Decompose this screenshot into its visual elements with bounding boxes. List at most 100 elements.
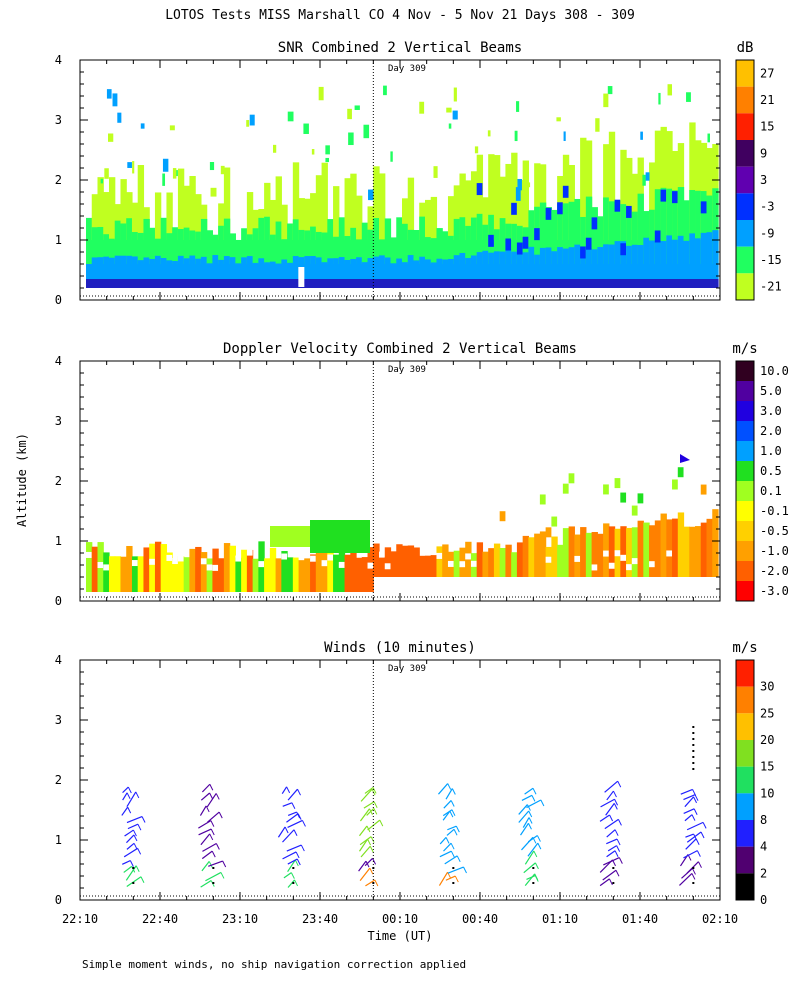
snr-cell bbox=[430, 238, 438, 264]
snr-speck bbox=[162, 173, 166, 186]
snr-cell bbox=[189, 255, 196, 279]
snr-cell bbox=[86, 263, 93, 279]
snr-cell bbox=[591, 279, 598, 288]
wind-barb bbox=[524, 787, 534, 795]
snr-cell bbox=[160, 217, 168, 264]
wind-barb bbox=[526, 799, 542, 809]
wind-barb bbox=[207, 811, 220, 823]
snr-cell bbox=[241, 257, 248, 279]
wind-barb bbox=[685, 838, 697, 850]
snr-cell bbox=[321, 279, 328, 288]
snr-cell bbox=[384, 218, 392, 264]
snr-cell bbox=[419, 279, 426, 288]
snr-cell bbox=[108, 279, 116, 288]
doppler-cell bbox=[534, 533, 541, 577]
snr-cell bbox=[413, 230, 420, 264]
doppler-cell bbox=[275, 558, 282, 592]
snr-cell bbox=[631, 244, 639, 279]
wind-dot bbox=[292, 882, 295, 884]
snr-cell bbox=[229, 257, 236, 279]
snr-cell bbox=[580, 137, 587, 240]
snr-speck bbox=[446, 107, 452, 113]
wind-barb bbox=[123, 847, 138, 858]
wind-barb-flag bbox=[616, 838, 621, 846]
snr-cell bbox=[269, 234, 277, 264]
wind-barb-flag bbox=[291, 802, 296, 809]
snr-cell bbox=[91, 257, 99, 279]
doppler-cell bbox=[476, 542, 484, 577]
y-tick-label: 0 bbox=[55, 293, 62, 307]
snr-speck bbox=[667, 84, 673, 96]
snr-speck bbox=[127, 162, 132, 168]
snr-cell bbox=[580, 246, 586, 259]
colorbar-frame bbox=[735, 659, 755, 901]
snr-cell bbox=[631, 279, 639, 288]
snr-speck bbox=[517, 178, 522, 191]
snr-cell bbox=[344, 279, 351, 288]
snr-cell bbox=[654, 230, 661, 243]
wind-barb-flag bbox=[692, 789, 697, 796]
snr-cell bbox=[545, 207, 552, 264]
snr-cell bbox=[298, 198, 305, 240]
snr-cell bbox=[700, 232, 708, 279]
wind-barb bbox=[439, 850, 452, 858]
snr-cell bbox=[614, 200, 621, 264]
wind-barb bbox=[527, 835, 538, 843]
snr-cell bbox=[149, 227, 156, 264]
snr-cell bbox=[160, 258, 168, 279]
wind-barb bbox=[126, 876, 142, 888]
colorbar-label: 3 bbox=[760, 173, 767, 187]
snr-cell bbox=[344, 259, 351, 279]
wind-barb-flag bbox=[445, 837, 450, 844]
colorbar-swatch bbox=[736, 273, 754, 300]
snr-cell bbox=[396, 217, 403, 264]
snr-cell bbox=[631, 173, 639, 240]
colorbar-swatch bbox=[736, 541, 754, 561]
doppler-cell bbox=[413, 547, 420, 577]
snr-cell bbox=[528, 210, 535, 264]
snr-cell bbox=[350, 258, 357, 279]
colorbar-label: 0 bbox=[760, 893, 767, 907]
wind-barb bbox=[607, 845, 617, 852]
snr-cell bbox=[200, 218, 208, 264]
snr-cell bbox=[218, 203, 225, 240]
snr-cell bbox=[310, 226, 317, 264]
snr-cell bbox=[154, 238, 162, 264]
doppler-cell bbox=[177, 556, 185, 592]
wind-barb-flag bbox=[449, 810, 454, 818]
wind-barb bbox=[686, 821, 704, 831]
snr-speck bbox=[172, 168, 177, 179]
wind-barb bbox=[527, 842, 539, 857]
snr-cell bbox=[154, 279, 162, 288]
snr-cell bbox=[689, 122, 696, 240]
snr-cell bbox=[373, 166, 380, 240]
snr-cell bbox=[557, 202, 563, 215]
wind-barb bbox=[518, 810, 530, 823]
snr-cell bbox=[447, 258, 455, 279]
snr-cell bbox=[706, 232, 713, 279]
snr-cell bbox=[516, 279, 524, 288]
wind-barb bbox=[360, 788, 373, 802]
wind-dot bbox=[452, 867, 455, 869]
colorbar-swatch bbox=[736, 873, 754, 900]
doppler-gap bbox=[338, 561, 345, 568]
wind-barb-flag bbox=[609, 814, 614, 822]
doppler-gap bbox=[384, 563, 391, 570]
wind-barb-flag bbox=[131, 866, 136, 873]
wind-barb bbox=[445, 788, 453, 800]
snr-cell bbox=[689, 189, 696, 264]
snr-cell bbox=[545, 207, 552, 220]
snr-cell bbox=[499, 218, 507, 264]
snr-speck bbox=[526, 182, 531, 188]
doppler-cell bbox=[522, 535, 529, 577]
snr-cell bbox=[626, 205, 632, 218]
colorbar-label: 5.0 bbox=[760, 384, 782, 398]
snr-cell bbox=[402, 198, 409, 240]
doppler-cell bbox=[545, 527, 552, 538]
colorbar-unit: dB bbox=[737, 40, 754, 56]
wind-dot bbox=[692, 732, 695, 734]
wind-dot bbox=[292, 867, 295, 869]
snr-cell bbox=[333, 186, 340, 240]
snr-speck bbox=[325, 157, 329, 163]
snr-cell bbox=[189, 230, 196, 264]
